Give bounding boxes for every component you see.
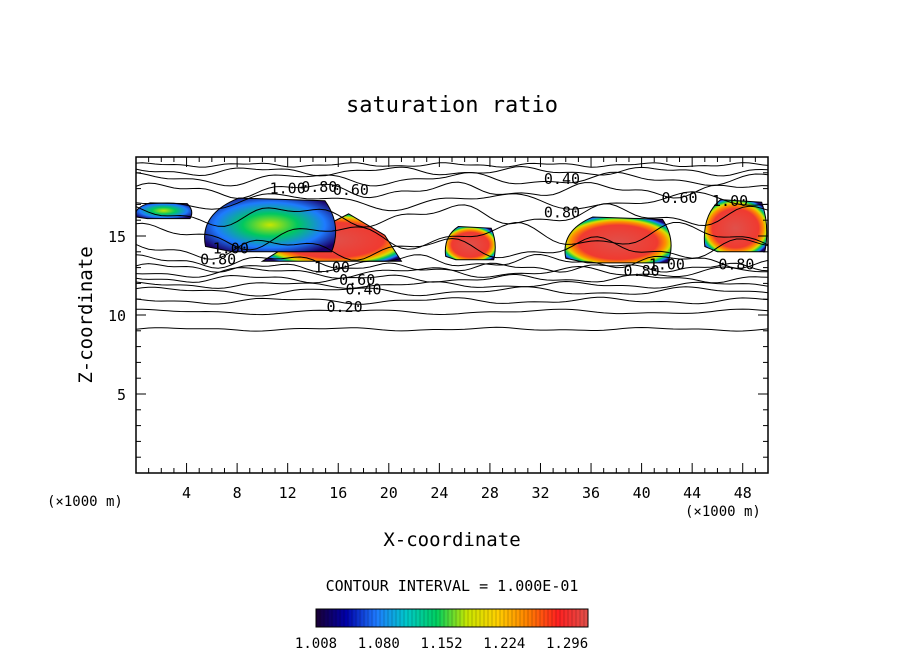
- contour-label: 0.60: [339, 271, 375, 289]
- colorbar-label: 1.224: [483, 636, 525, 652]
- contour-label: 1.00: [213, 240, 249, 258]
- contour-line: [136, 162, 768, 168]
- contour-label: 0.60: [661, 189, 697, 207]
- x-tick-label: 32: [531, 484, 549, 502]
- colorbar-label: 1.080: [358, 636, 400, 652]
- y-tick-labels: 5 10 15: [108, 228, 126, 404]
- contour-line: [136, 280, 768, 289]
- x-tick-label: 24: [430, 484, 448, 502]
- z-tick-label: 15: [108, 228, 126, 246]
- contour-line: [136, 286, 768, 297]
- x-unit-left: (×1000 m): [47, 494, 123, 510]
- contour-line: [136, 273, 768, 284]
- contour-line: [136, 296, 768, 305]
- colorbar-label: 1.152: [420, 636, 462, 652]
- contour-line: [136, 165, 768, 177]
- contour-label: 1.00: [712, 192, 748, 210]
- contour-label: 0.80: [718, 255, 754, 273]
- x-tick-label: 48: [734, 484, 752, 502]
- contour-line: [136, 326, 768, 332]
- x-tick-labels: 4 8 12 16 20 24 28 32 36 40 44 48: [182, 484, 752, 502]
- supersaturated-region: [136, 202, 193, 220]
- contour-label: 0.80: [301, 178, 337, 196]
- x-tick-label: 16: [329, 484, 347, 502]
- contour-line: [136, 191, 768, 212]
- x-tick-label: 40: [633, 484, 651, 502]
- contour-interval-text: CONTOUR INTERVAL = 1.000E-01: [326, 577, 579, 595]
- x-axis-label: X-coordinate: [383, 529, 520, 551]
- plot-area: [136, 162, 768, 332]
- supersaturated-region: [703, 199, 768, 253]
- contour-label: 1.00: [649, 255, 685, 273]
- x-tick-label: 28: [481, 484, 499, 502]
- contour-labels: 0.200.400.601.001.000.801.000.800.600.40…: [200, 170, 754, 316]
- contour-line: [136, 308, 768, 316]
- contour-line: [136, 203, 768, 228]
- colorbar-ramp: [315, 608, 589, 628]
- contour-line: [136, 236, 768, 261]
- contour-line: [136, 262, 768, 273]
- z-tick-label: 10: [108, 307, 126, 325]
- chart-title: saturation ratio: [346, 93, 558, 118]
- contour-label: 0.80: [544, 203, 580, 221]
- contour-label: 0.80: [200, 251, 236, 269]
- contour-lines: [136, 162, 768, 332]
- colorbar: [315, 608, 589, 628]
- contour-label: 1.00: [270, 180, 306, 198]
- contour-line: [136, 253, 768, 269]
- contour-label: 0.20: [326, 298, 362, 316]
- x-tick-label: 8: [233, 484, 242, 502]
- colorbar-label: 1.008: [295, 636, 337, 652]
- contour-line: [136, 221, 768, 251]
- contour-label: 1.00: [314, 259, 350, 277]
- contour-line: [136, 181, 768, 199]
- colorbar-label: 1.296: [546, 636, 588, 652]
- contour-label: 0.40: [345, 281, 381, 299]
- contour-label: 0.40: [544, 170, 580, 188]
- y-axis-label: Z-coordinate: [75, 246, 97, 383]
- contour-label: 0.60: [333, 181, 369, 199]
- x-tick-label: 12: [279, 484, 297, 502]
- supersaturated-region: [444, 226, 496, 261]
- axis-ticks: [136, 157, 768, 473]
- x-tick-label: 44: [683, 484, 701, 502]
- colorbar-labels: 1.008 1.080 1.152 1.224 1.296: [295, 636, 588, 652]
- z-tick-label: 5: [117, 386, 126, 404]
- x-tick-label: 36: [582, 484, 600, 502]
- contour-line: [136, 171, 768, 187]
- x-tick-label: 4: [182, 484, 191, 502]
- contour-label: 0.80: [624, 262, 660, 280]
- x-tick-label: 20: [380, 484, 398, 502]
- x-unit-right: (×1000 m): [685, 504, 761, 520]
